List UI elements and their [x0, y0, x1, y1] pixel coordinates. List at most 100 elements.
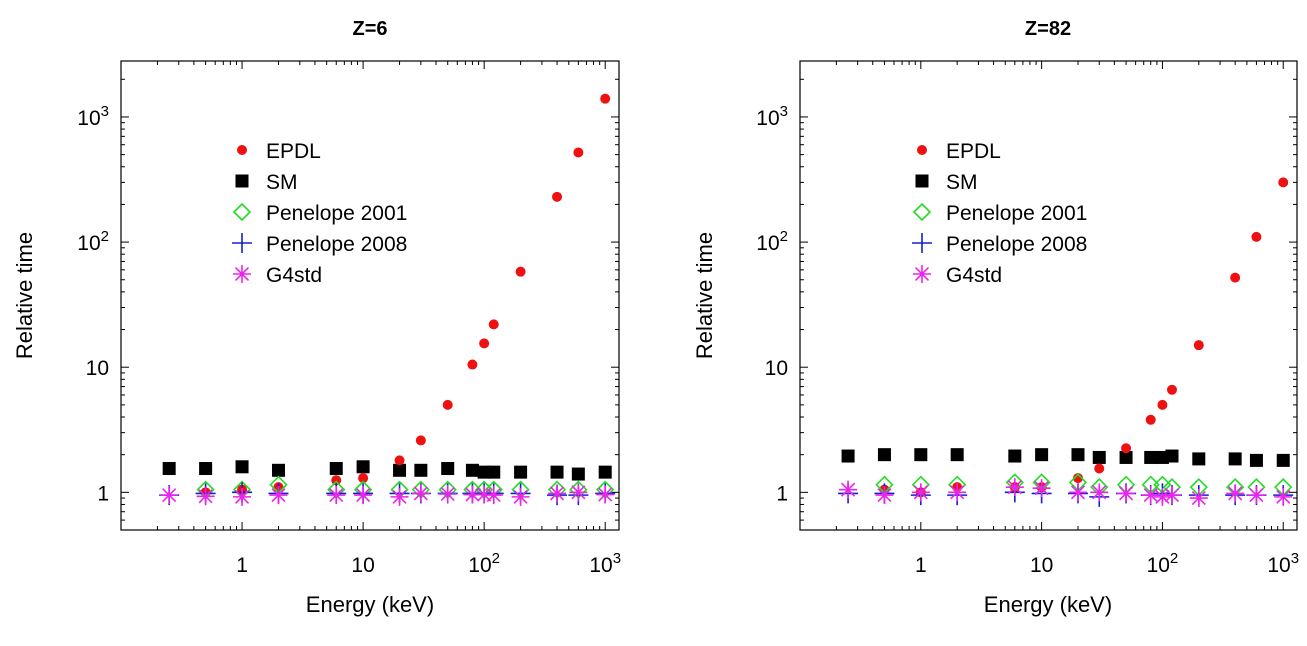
data-point: [1094, 463, 1105, 474]
data-point: [875, 486, 894, 505]
data-point: [1072, 473, 1083, 484]
legend-marker: [917, 145, 927, 155]
data-point: [1228, 452, 1242, 466]
data-point: [1249, 453, 1263, 467]
x-tick-label-base: 10: [468, 554, 491, 577]
data-point: [1274, 487, 1293, 506]
series-sm: [841, 448, 1290, 467]
legend-label: Penelope 2008: [946, 233, 1087, 256]
x-tick-label: 102: [1147, 550, 1179, 577]
data-point: [1090, 483, 1109, 502]
x-tick-label: 103: [589, 550, 621, 577]
legend-marker: [913, 265, 931, 283]
data-point: [415, 435, 426, 446]
data-point: [511, 487, 530, 506]
data-point: [598, 465, 612, 479]
data-point: [1251, 231, 1262, 242]
data-point: [331, 475, 342, 486]
data-point: [1166, 384, 1177, 395]
data-point: [475, 485, 494, 504]
data-point: [914, 448, 928, 462]
series-penelope-2008: [159, 482, 616, 506]
data-point: [354, 486, 373, 505]
y-tick-label-base: 1: [97, 482, 109, 505]
y-tick-label-exponent: 2: [780, 228, 788, 245]
x-tick-label-base: 1: [236, 554, 248, 577]
x-tick-label-base: 10: [1147, 554, 1170, 577]
x-axis-label: Energy (keV): [306, 592, 434, 617]
y-tick-label-base: 10: [86, 357, 109, 380]
y-tick-label-exponent: 2: [101, 228, 109, 245]
y-tick-label: 1: [776, 482, 788, 505]
data-point: [487, 465, 501, 479]
y-tick-label: 10: [765, 357, 788, 380]
y-axis-label: Relative time: [692, 232, 717, 359]
x-tick-label: 1: [236, 554, 248, 577]
data-point: [411, 484, 430, 503]
legend-label: SM: [266, 171, 298, 194]
data-point: [1005, 478, 1024, 497]
legend-marker: [232, 202, 252, 222]
data-point: [1189, 489, 1208, 508]
y-tick-label-base: 10: [765, 357, 788, 380]
legend-label: SM: [946, 171, 978, 194]
data-point: [841, 449, 855, 463]
series-g4std: [160, 483, 615, 506]
legend-marker: [232, 233, 252, 253]
x-tick-label-exponent: 3: [1291, 550, 1299, 567]
data-point: [441, 462, 455, 476]
data-point: [1071, 448, 1085, 462]
data-point: [1144, 450, 1158, 464]
chart-title: Z=82: [1025, 18, 1071, 40]
legend-label: Penelope 2001: [946, 202, 1087, 225]
series-penelope-2008: [838, 482, 1294, 507]
y-tick-label: 103: [77, 103, 109, 130]
data-point: [463, 485, 482, 504]
y-axis-label: Relative time: [12, 232, 37, 359]
legend-label: Penelope 2008: [266, 233, 407, 256]
legend: EPDL SM Penelope 2001 Penelope 2008 G4std: [912, 140, 1087, 287]
data-point: [1092, 450, 1106, 464]
series-epdl: [200, 93, 611, 498]
data-point: [1008, 449, 1022, 463]
data-point: [327, 486, 346, 505]
data-point: [1278, 177, 1289, 188]
data-point: [442, 399, 453, 410]
data-point: [235, 460, 249, 474]
data-point: [479, 338, 490, 349]
data-point: [1276, 453, 1290, 467]
x-tick-label-exponent: 2: [1170, 550, 1178, 567]
data-point: [569, 483, 588, 502]
legend: EPDL SM Penelope 2001 Penelope 2008 G4std: [232, 140, 407, 287]
legend-label: EPDL: [946, 140, 1001, 163]
y-tick-label: 103: [756, 103, 788, 130]
series-sm: [162, 460, 612, 481]
data-point: [1193, 340, 1204, 351]
data-point: [573, 147, 584, 158]
y-tick-label-base: 1: [776, 482, 788, 505]
data-point: [488, 319, 499, 330]
plot-frame: [799, 60, 1298, 531]
data-point: [356, 460, 370, 474]
data-point: [1165, 449, 1179, 463]
data-point: [1230, 272, 1241, 283]
data-point: [438, 484, 457, 503]
data-point: [393, 463, 407, 477]
legend-marker: [915, 174, 929, 188]
legend-marker: [235, 174, 249, 188]
y-tick-label: 10: [86, 357, 109, 380]
x-tick-label: 1: [915, 554, 927, 577]
x-tick-label-base: 10: [351, 554, 374, 577]
data-point: [196, 487, 215, 506]
data-point: [467, 359, 478, 370]
y-tick-label: 1: [97, 482, 109, 505]
data-point: [1068, 483, 1087, 502]
data-point: [358, 473, 369, 484]
data-point: [948, 483, 967, 502]
data-point: [911, 483, 930, 502]
y-tick-label: 102: [756, 228, 788, 255]
data-point: [877, 448, 891, 462]
data-point: [1153, 487, 1172, 506]
